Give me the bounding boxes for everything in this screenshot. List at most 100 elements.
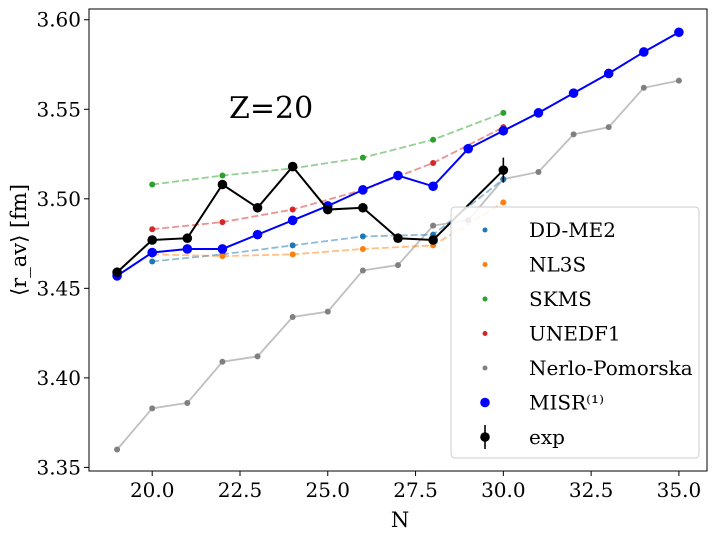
- data-point: [287, 215, 298, 226]
- legend-label: Nerlo-Pomorska: [529, 356, 693, 380]
- data-point: [289, 206, 296, 213]
- legend-item: UNEDF1: [482, 322, 621, 346]
- data-point: [430, 160, 437, 166]
- data-point: [359, 267, 366, 274]
- legend-marker: [482, 365, 488, 371]
- data-point: [674, 27, 684, 38]
- data-point: [428, 181, 438, 192]
- data-point: [287, 161, 298, 172]
- legend-item: exp: [480, 425, 565, 449]
- legend-label: exp: [529, 425, 565, 449]
- legend: DD-ME2 NL3S SKMS UNEDF1 Nerlo-Pomorska MISR⁽¹…: [450, 206, 700, 459]
- x-axis: 20.0 22.5 25.0 27.5 30.0 32.5 35.0: [130, 471, 701, 502]
- data-point: [147, 235, 158, 245]
- data-point: [219, 172, 226, 179]
- y-tick-label: 3.40: [36, 366, 81, 390]
- legend-label: DD-ME2: [529, 218, 616, 242]
- data-point: [324, 308, 331, 315]
- data-point: [500, 199, 507, 206]
- data-point: [112, 267, 122, 278]
- legend-item: NL3S: [482, 253, 586, 277]
- series-exp: [112, 157, 509, 278]
- x-tick-label: 25.0: [306, 478, 351, 502]
- legend-marker: [482, 331, 488, 336]
- y-tick-label: 3.45: [36, 276, 81, 300]
- data-point: [219, 219, 226, 226]
- data-point: [498, 165, 509, 175]
- chart-annotation: Z=20: [229, 91, 313, 126]
- y-tick-label: 3.55: [36, 97, 81, 121]
- data-point: [395, 262, 401, 269]
- data-point: [217, 244, 228, 254]
- series-line: [152, 178, 504, 263]
- data-point: [498, 125, 509, 136]
- y-axis-label: ⟨r_av⟩ [fm]: [7, 184, 31, 296]
- data-point: [603, 68, 614, 79]
- y-tick-label: 3.35: [36, 455, 81, 479]
- legend-marker: [480, 432, 490, 442]
- data-point: [289, 251, 296, 258]
- legend-label: MISR⁽¹⁾: [529, 391, 604, 415]
- data-point: [428, 235, 438, 245]
- data-point: [500, 109, 507, 116]
- data-point: [114, 446, 121, 453]
- x-tick-label: 35.0: [657, 478, 702, 502]
- data-point: [393, 233, 403, 244]
- legend-item: Nerlo-Pomorska: [482, 356, 693, 380]
- data-point: [463, 143, 474, 154]
- data-point: [533, 108, 544, 118]
- data-point: [675, 77, 682, 84]
- x-axis-label: N: [391, 508, 409, 532]
- series-line: [152, 201, 504, 258]
- x-tick-label: 22.5: [218, 478, 263, 502]
- plot-area: [112, 27, 684, 453]
- data-point: [535, 168, 542, 175]
- legend-label: UNEDF1: [529, 322, 621, 346]
- y-tick-label: 3.50: [36, 187, 81, 211]
- x-tick-label: 32.5: [569, 478, 614, 502]
- data-point: [568, 88, 579, 98]
- data-point: [149, 258, 156, 265]
- data-point: [393, 170, 403, 181]
- data-point: [252, 202, 263, 213]
- data-point: [219, 358, 226, 365]
- axes-frame: [88, 8, 708, 472]
- data-point: [359, 154, 366, 161]
- data-point: [254, 353, 261, 360]
- data-point: [570, 131, 577, 138]
- data-point: [217, 179, 228, 190]
- x-tick-label: 20.0: [130, 478, 175, 502]
- data-point: [184, 399, 191, 406]
- x-tick-label: 30.0: [481, 478, 526, 502]
- legend-marker: [480, 397, 490, 408]
- data-point: [430, 222, 437, 229]
- legend-marker: [482, 262, 488, 267]
- data-point: [359, 233, 366, 240]
- data-point: [640, 84, 647, 91]
- data-point: [430, 136, 437, 143]
- data-point: [289, 314, 296, 320]
- legend-label: NL3S: [529, 253, 586, 277]
- data-point: [149, 405, 156, 412]
- data-point: [182, 244, 193, 254]
- series-line: [152, 126, 504, 231]
- data-point: [289, 242, 296, 249]
- data-point: [322, 204, 333, 215]
- legend-item: MISR⁽¹⁾: [480, 391, 604, 415]
- data-point: [149, 226, 156, 233]
- legend-marker: [482, 296, 488, 302]
- data-point: [638, 47, 649, 57]
- data-point: [359, 245, 366, 252]
- x-tick-label: 27.5: [393, 478, 438, 502]
- data-point: [358, 185, 368, 195]
- data-point: [149, 181, 156, 188]
- y-tick-label: 3.60: [36, 8, 81, 32]
- data-point: [252, 229, 263, 240]
- legend-label: SKMS: [529, 287, 592, 311]
- data-point: [358, 202, 368, 213]
- series-line: [152, 112, 504, 186]
- y-axis: 3.35 3.40 3.45 3.50 3.55 3.60: [36, 8, 89, 479]
- data-point: [605, 124, 612, 131]
- data-point: [182, 233, 193, 244]
